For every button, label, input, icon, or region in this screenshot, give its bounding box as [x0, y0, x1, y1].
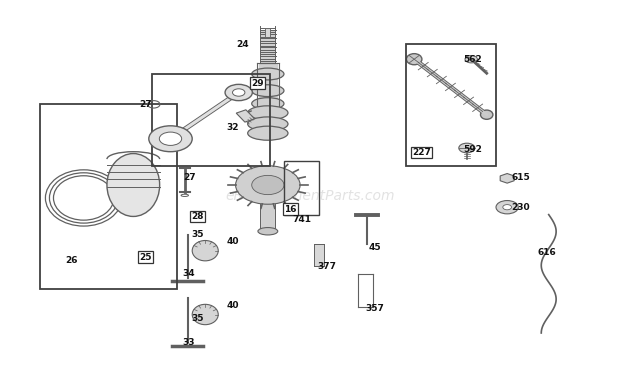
- Text: 27: 27: [140, 100, 152, 109]
- Circle shape: [459, 143, 475, 153]
- Text: 616: 616: [538, 248, 556, 257]
- Circle shape: [225, 84, 252, 101]
- Ellipse shape: [192, 304, 218, 325]
- Circle shape: [496, 201, 518, 214]
- Ellipse shape: [252, 98, 284, 110]
- Ellipse shape: [407, 54, 422, 65]
- Bar: [40, 104, 177, 289]
- Text: 26: 26: [65, 256, 78, 265]
- Text: 615: 615: [512, 173, 530, 182]
- Text: 35: 35: [191, 231, 203, 239]
- Text: 24: 24: [237, 40, 249, 49]
- Ellipse shape: [107, 154, 160, 216]
- Text: 35: 35: [191, 314, 203, 323]
- Circle shape: [159, 132, 182, 145]
- Text: 33: 33: [183, 338, 195, 347]
- Bar: [406, 44, 496, 166]
- Bar: [284, 161, 319, 215]
- Text: 40: 40: [226, 301, 239, 310]
- Text: 29: 29: [251, 79, 264, 88]
- Ellipse shape: [247, 117, 288, 131]
- Ellipse shape: [247, 126, 288, 140]
- Text: 34: 34: [183, 269, 195, 278]
- Bar: [314, 244, 324, 266]
- Circle shape: [503, 205, 512, 210]
- Bar: [152, 74, 270, 166]
- Text: 357: 357: [366, 305, 384, 313]
- Bar: [265, 28, 270, 37]
- Ellipse shape: [192, 240, 218, 261]
- Circle shape: [236, 166, 300, 204]
- Ellipse shape: [480, 110, 493, 120]
- Circle shape: [232, 89, 245, 96]
- Text: 28: 28: [191, 212, 203, 221]
- Circle shape: [149, 126, 192, 152]
- Ellipse shape: [247, 106, 288, 120]
- Text: 562: 562: [463, 55, 482, 64]
- Text: 45: 45: [369, 243, 381, 252]
- Text: 27: 27: [183, 173, 195, 182]
- Text: eReplacementParts.com: eReplacementParts.com: [225, 189, 395, 203]
- Ellipse shape: [252, 68, 284, 80]
- Text: 230: 230: [512, 204, 530, 212]
- Text: 227: 227: [412, 148, 431, 157]
- Ellipse shape: [252, 85, 284, 97]
- Text: 25: 25: [140, 253, 152, 262]
- Text: 16: 16: [284, 205, 296, 213]
- Text: 40: 40: [226, 237, 239, 246]
- Circle shape: [465, 56, 477, 63]
- Text: 592: 592: [463, 145, 482, 154]
- Text: 741: 741: [293, 215, 311, 223]
- Text: 32: 32: [226, 123, 239, 132]
- Text: 377: 377: [318, 262, 337, 271]
- Bar: [236, 110, 255, 122]
- Ellipse shape: [258, 228, 278, 235]
- Circle shape: [252, 175, 284, 195]
